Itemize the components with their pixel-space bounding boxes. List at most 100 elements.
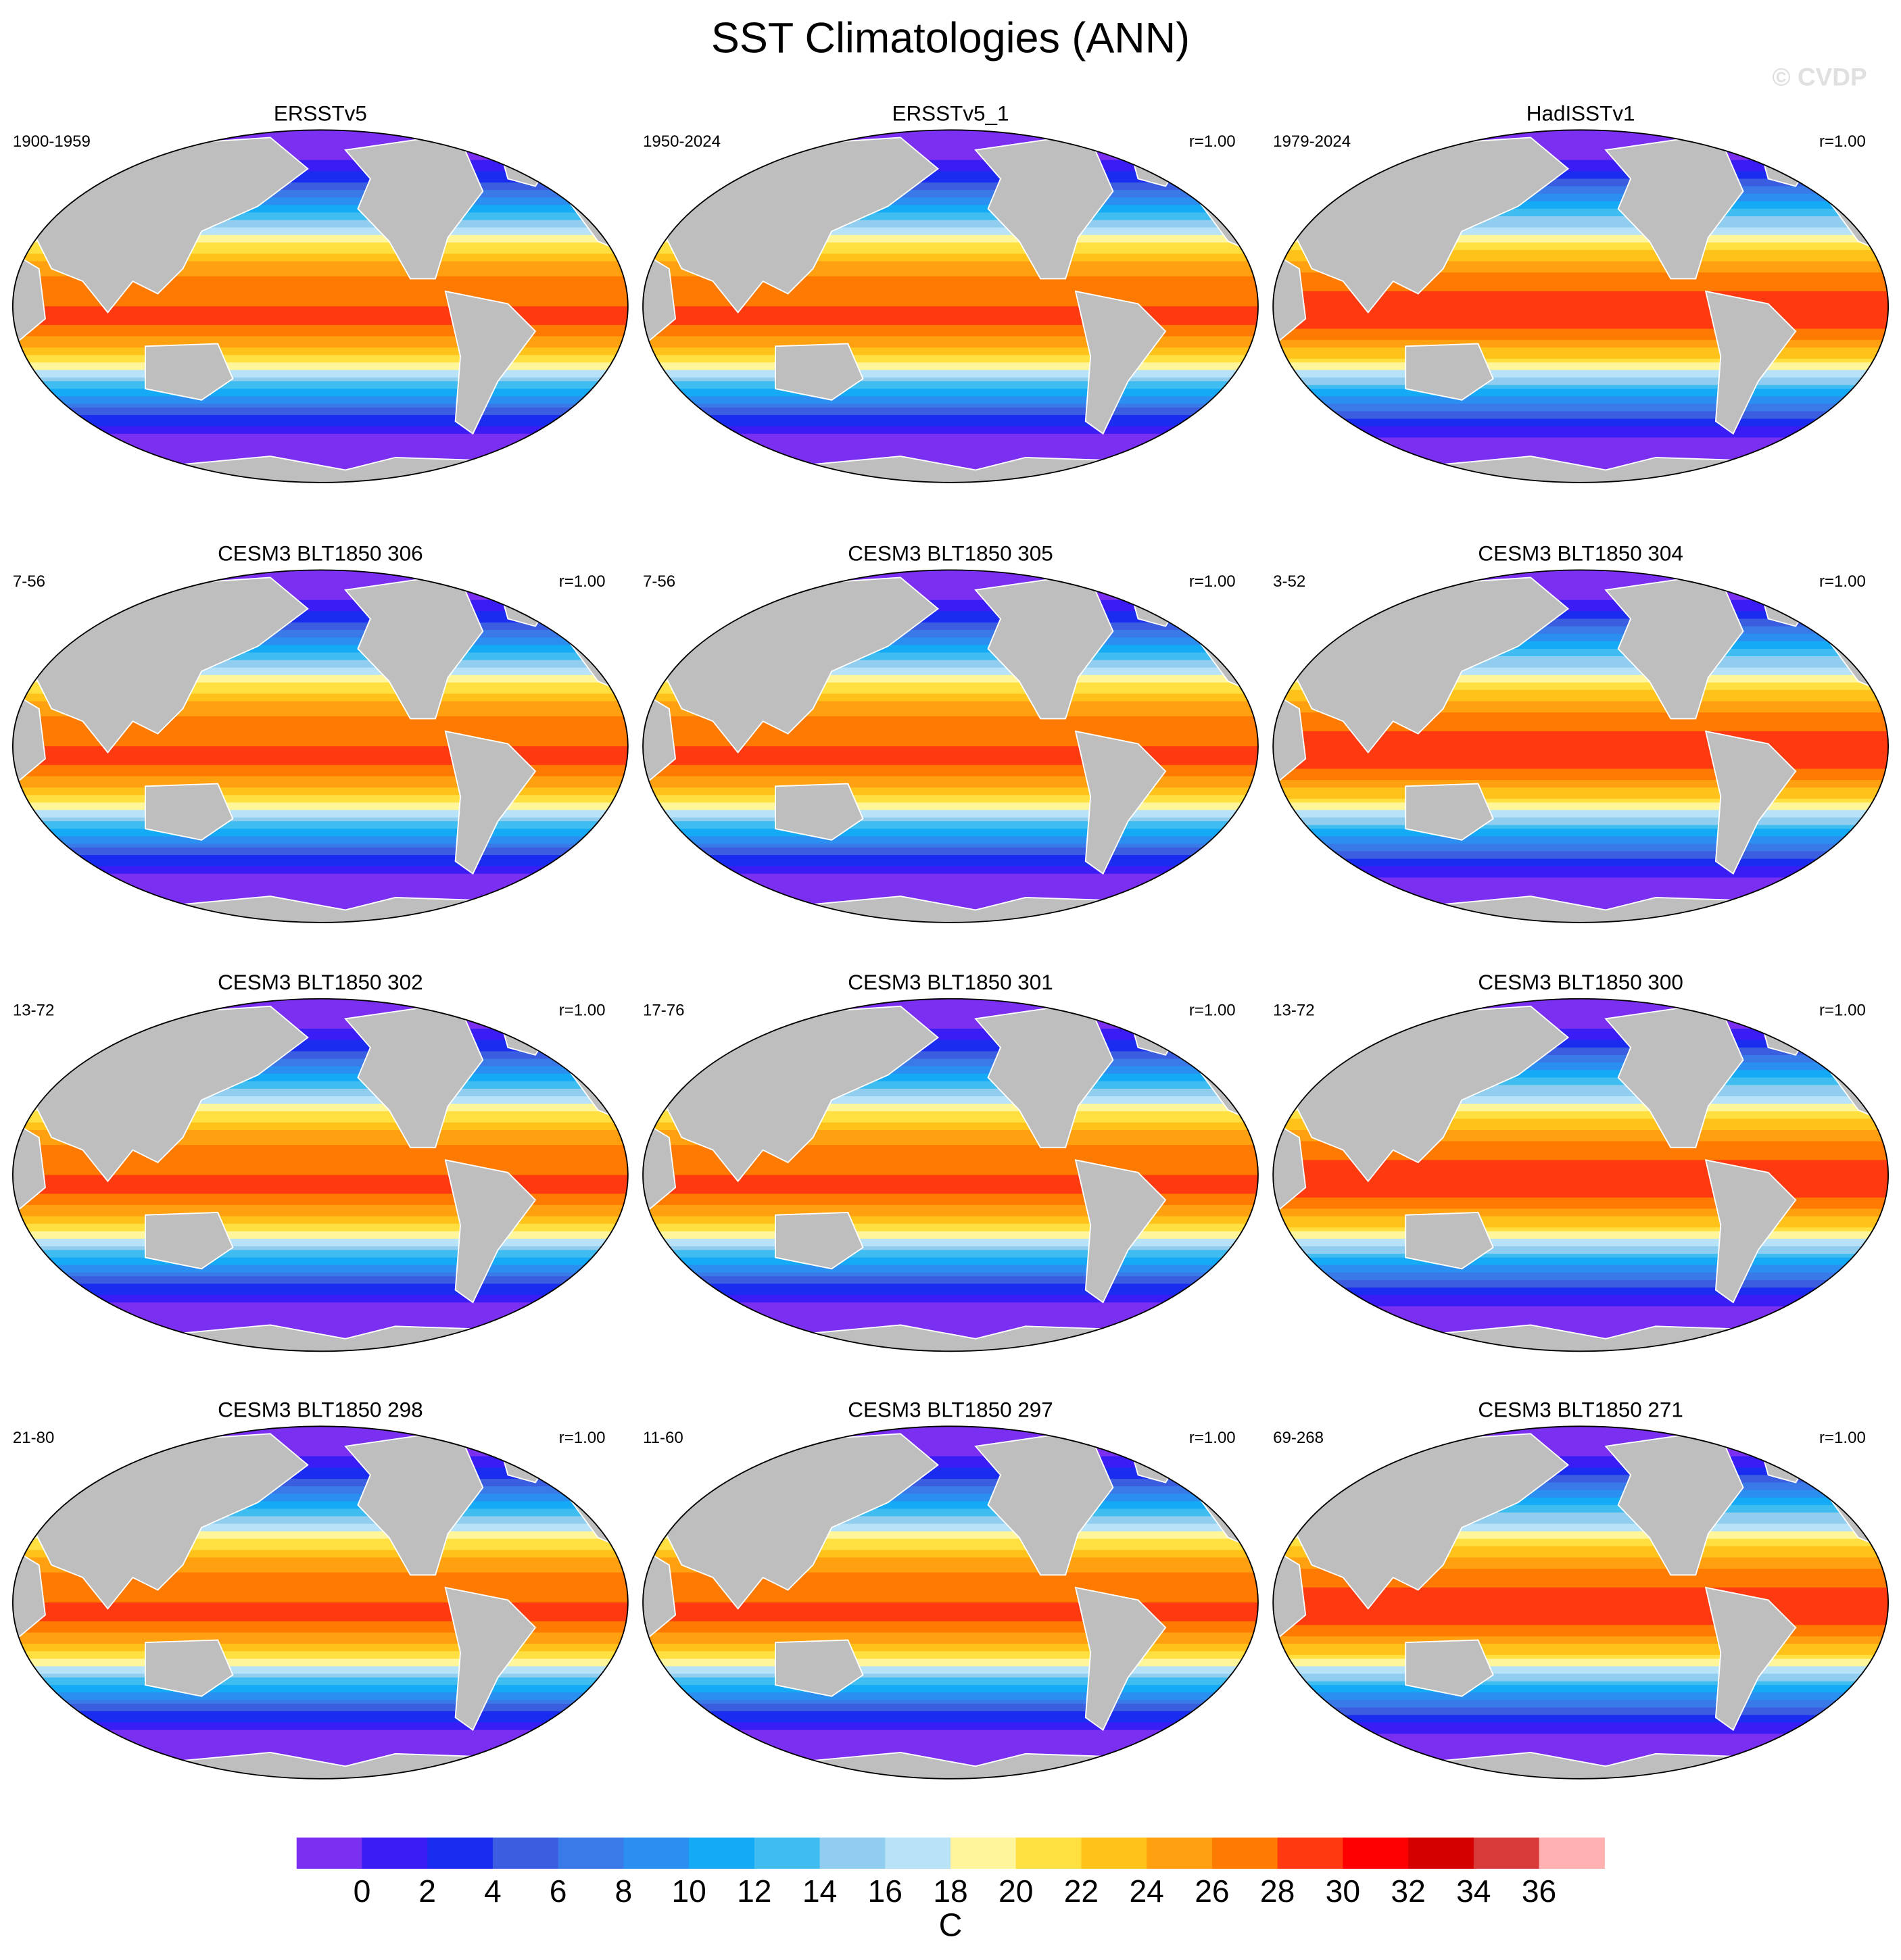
- globe-outline: [1272, 569, 1890, 923]
- panel-period: 11-60: [643, 1429, 683, 1447]
- colorbar-label: C: [939, 1907, 963, 1944]
- colorbar-tick-label: 18: [933, 1873, 967, 1909]
- sst-field: [12, 130, 628, 483]
- colorbar-box: [1147, 1837, 1213, 1869]
- sst-field: [1273, 998, 1889, 1352]
- panel-correlation: r=1.00: [1189, 1429, 1236, 1447]
- colorbar-box: [819, 1837, 886, 1869]
- panel-correlation: r=1.00: [1189, 132, 1236, 151]
- panel-period: 69-268: [1273, 1429, 1324, 1447]
- colorbar-box: [1277, 1837, 1343, 1869]
- colorbar-tick-label: 30: [1326, 1873, 1360, 1909]
- panel-title: CESM3 BLT1850 271: [1478, 1398, 1683, 1421]
- sst-field: [12, 1426, 628, 1779]
- colorbar-box: [885, 1837, 951, 1869]
- globe-outline: [642, 129, 1259, 483]
- panel-title: CESM3 BLT1850 298: [218, 1398, 423, 1421]
- colorbar-tick-label: 14: [802, 1873, 837, 1909]
- map-panel: CESM3 BLT1850 306 7-56 r=1.00: [11, 541, 629, 923]
- colorbar-box: [1081, 1837, 1147, 1869]
- colorbar-box: [1211, 1837, 1278, 1869]
- colorbar-tick-label: 28: [1260, 1873, 1295, 1909]
- map-panel: ERSSTv5 1900-1959: [11, 101, 629, 483]
- map-panel: HadISSTv1 1979-2024 r=1.00: [1272, 101, 1890, 483]
- colorbar-box: [950, 1837, 1017, 1869]
- colorbar-box: [689, 1837, 755, 1869]
- panel-period: 3-52: [1273, 572, 1305, 591]
- colorbar-tick-label: 10: [671, 1873, 706, 1909]
- map-panel: CESM3 BLT1850 300 13-72 r=1.00: [1272, 971, 1890, 1352]
- panel-correlation: r=1.00: [559, 572, 606, 591]
- globe-outline: [1272, 129, 1890, 483]
- panel-title: HadISSTv1: [1526, 101, 1635, 125]
- panel-title: CESM3 BLT1850 297: [848, 1398, 1053, 1421]
- colorbar-tick-label: 0: [354, 1873, 371, 1909]
- panel-title: CESM3 BLT1850 300: [1478, 971, 1683, 994]
- colorbar-box: [1473, 1837, 1540, 1869]
- panel-title: CESM3 BLT1850 306: [218, 541, 423, 565]
- colorbar-tick-label: 4: [484, 1873, 502, 1909]
- sst-field: [1273, 1426, 1889, 1779]
- colorbar-box: [623, 1837, 690, 1869]
- figure-title: SST Climatologies (ANN): [711, 15, 1190, 62]
- panel-title: CESM3 BLT1850 301: [848, 971, 1053, 994]
- map-panel: CESM3 BLT1850 305 7-56 r=1.00: [642, 541, 1259, 923]
- map-panel: CESM3 BLT1850 297 11-60 r=1.00: [642, 1398, 1259, 1780]
- colorbar-box: [296, 1837, 362, 1869]
- globe-outline: [11, 998, 629, 1352]
- sst-field: [12, 570, 628, 923]
- panel-correlation: r=1.00: [1189, 1002, 1236, 1020]
- colorbar-box: [1539, 1837, 1605, 1869]
- globe-outline: [642, 569, 1259, 923]
- sst-field: [1273, 130, 1889, 483]
- panel-title: CESM3 BLT1850 305: [848, 541, 1053, 565]
- sst-field: [1273, 570, 1889, 923]
- globe-outline: [11, 129, 629, 483]
- sst-field: [643, 130, 1258, 483]
- panel-period: 1900-1959: [13, 132, 91, 151]
- panel-title: CESM3 BLT1850 302: [218, 971, 423, 994]
- colorbar-tick-label: 12: [737, 1873, 771, 1909]
- colorbar-tick-label: 20: [998, 1873, 1033, 1909]
- panel-period: 1979-2024: [1273, 132, 1351, 151]
- colorbar-box: [754, 1837, 821, 1869]
- map-panel: ERSSTv5_1 1950-2024 r=1.00: [642, 101, 1259, 483]
- panel-correlation: r=1.00: [1819, 1002, 1866, 1020]
- panel-correlation: r=1.00: [559, 1002, 606, 1020]
- colorbar-tick-label: 22: [1064, 1873, 1099, 1909]
- sst-field: [12, 998, 628, 1352]
- globe-outline: [11, 1425, 629, 1780]
- colorbar-tick-label: 26: [1195, 1873, 1229, 1909]
- panel-correlation: r=1.00: [1189, 572, 1236, 591]
- colorbar-tick-label: 2: [418, 1873, 436, 1909]
- colorbar-box: [1408, 1837, 1474, 1869]
- colorbar-tick-label: 16: [868, 1873, 903, 1909]
- panel-title: ERSSTv5_1: [892, 101, 1009, 125]
- panel-period: 21-80: [13, 1429, 54, 1447]
- colorbar-box: [362, 1837, 428, 1869]
- colorbar-box: [1343, 1837, 1409, 1869]
- panel-period: 7-56: [13, 572, 45, 591]
- colorbar-tick-label: 8: [615, 1873, 632, 1909]
- panel-correlation: r=1.00: [1819, 132, 1866, 151]
- globe-outline: [642, 1425, 1259, 1780]
- watermark: © CVDP: [1772, 63, 1867, 91]
- map-panel: CESM3 BLT1850 271 69-268 r=1.00: [1272, 1398, 1890, 1780]
- colorbar-tick-label: 6: [550, 1873, 567, 1909]
- globe-outline: [1272, 998, 1890, 1352]
- panel-title: CESM3 BLT1850 304: [1478, 541, 1683, 565]
- globe-outline: [11, 569, 629, 923]
- colorbar-tick-label: 34: [1456, 1873, 1491, 1909]
- panel-period: 1950-2024: [643, 132, 721, 151]
- map-panel: CESM3 BLT1850 302 13-72 r=1.00: [11, 971, 629, 1352]
- sst-field: [643, 570, 1258, 923]
- colorbar-tick-label: 32: [1391, 1873, 1425, 1909]
- panel-title: ERSSTv5: [274, 101, 367, 125]
- map-panel: CESM3 BLT1850 301 17-76 r=1.00: [642, 971, 1259, 1352]
- sst-field: [643, 998, 1258, 1352]
- colorbar-tick-label: 36: [1522, 1873, 1556, 1909]
- panel-period: 13-72: [13, 1002, 54, 1020]
- panel-period: 17-76: [643, 1002, 684, 1020]
